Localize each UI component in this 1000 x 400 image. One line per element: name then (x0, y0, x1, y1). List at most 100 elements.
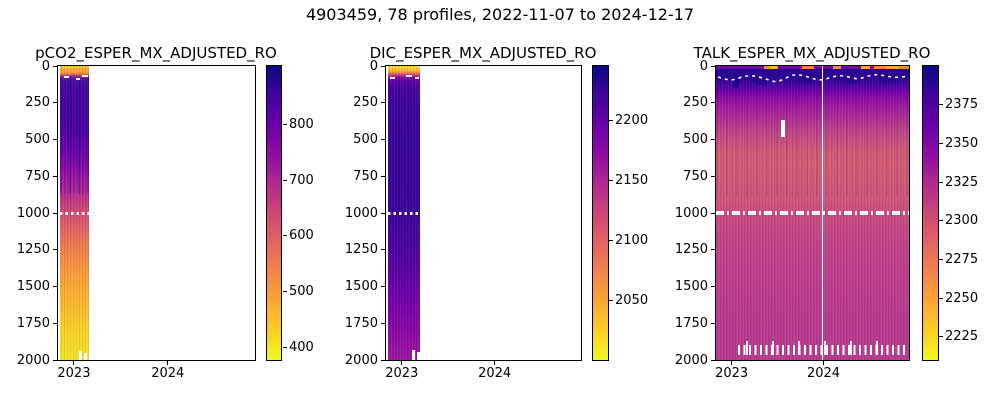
colorbar-tick (939, 181, 943, 183)
axes-title-pco2: pCO2_ESPER_MX_ADJUSTED_RO (35, 44, 277, 62)
heatmap-dic-texture (388, 78, 420, 218)
colorbar-tick-label: 2375 (945, 97, 979, 113)
colorbar-tick-label: 2300 (945, 213, 979, 229)
colorbar-tick-label: 2275 (945, 251, 979, 267)
x-tick-label: 2024 (806, 366, 841, 381)
mld-dash (415, 77, 419, 79)
y-tick (711, 175, 715, 177)
colorbar-tick (283, 346, 287, 348)
colorbar-tick (939, 142, 943, 144)
colorbar-tick-label: 2100 (615, 232, 649, 248)
colorbar-tick-label: 2150 (615, 172, 649, 188)
mld-dash (76, 78, 80, 80)
colorbar-tick (283, 291, 287, 292)
y-tick-label: 1250 (344, 242, 378, 258)
axes-dic (385, 65, 582, 361)
y-tick-label: 500 (353, 132, 378, 147)
x-tick (401, 361, 403, 365)
x-tick-label: 2023 (715, 366, 749, 381)
y-tick-label: 1250 (674, 242, 708, 258)
colorbar-tick-label: 600 (289, 228, 314, 244)
colorbar-tick (939, 297, 943, 299)
parking-depth-dashdot-line (716, 211, 909, 215)
bottom-dash (417, 352, 420, 360)
parking-depth-dotted-line (60, 211, 89, 215)
y-tick (711, 249, 715, 251)
mld-dash (390, 77, 395, 79)
colorbar-tick-label: 2200 (615, 112, 649, 128)
colorbar-tick-label: 800 (289, 116, 314, 132)
y-tick-label: 1000 (344, 205, 378, 221)
colorbar-tick-label: 2250 (945, 290, 979, 306)
y-tick-label: 2000 (674, 352, 708, 368)
heatmap-pco2-texture (60, 76, 89, 194)
heatmap-dic (388, 66, 420, 360)
y-tick (381, 322, 385, 324)
y-tick (381, 249, 385, 251)
y-tick (53, 139, 57, 140)
figure-title: 4903459, 78 profiles, 2022-11-07 to 2024… (305, 5, 695, 24)
y-tick (381, 212, 385, 214)
y-tick-label: 250 (25, 95, 50, 111)
y-tick-label: 1000 (16, 205, 50, 221)
y-tick-label: 0 (41, 58, 50, 74)
y-tick-label: 750 (353, 168, 378, 184)
y-tick-label: 1500 (674, 279, 708, 294)
y-tick-label: 2000 (344, 352, 378, 368)
colorbar-tick (939, 104, 943, 106)
colorbar-tick (609, 179, 613, 181)
bottom-dash (412, 350, 415, 360)
y-tick (381, 175, 385, 177)
x-tick (494, 361, 496, 365)
y-tick-label: 2000 (16, 352, 50, 368)
y-tick-label: 1500 (16, 279, 50, 294)
colorbar-tick (939, 258, 943, 260)
y-tick (711, 65, 715, 67)
axes-talk (715, 65, 910, 361)
colorbar-dic (592, 65, 609, 361)
colorbar-tick (939, 220, 943, 222)
x-tick (73, 361, 75, 365)
y-tick-label: 750 (683, 168, 708, 184)
y-tick (53, 286, 57, 287)
y-tick-label: 750 (25, 168, 50, 184)
colorbar-tick (283, 179, 287, 181)
y-tick (711, 212, 715, 214)
y-tick (711, 139, 715, 140)
y-tick (53, 212, 57, 214)
colorbar-tick-label: 2225 (945, 329, 979, 345)
y-tick (53, 65, 57, 67)
y-tick (53, 249, 57, 251)
colorbar-tick-label: 400 (289, 339, 314, 355)
mld-dotted-line (717, 73, 909, 83)
y-tick-label: 0 (369, 58, 378, 74)
y-tick-label: 500 (25, 132, 50, 147)
mld-dash (406, 75, 412, 77)
colorbar-tick (609, 299, 613, 301)
y-tick-label: 1750 (674, 315, 708, 331)
colorbar-tick (609, 119, 613, 121)
y-tick-label: 500 (683, 132, 708, 147)
colorbar-tick-label: 2050 (615, 292, 649, 308)
dark-blob (880, 72, 888, 84)
x-tick-label: 2023 (385, 366, 419, 381)
x-tick-label: 2024 (151, 366, 185, 381)
colorbar-tick-label: 500 (289, 284, 314, 299)
heatmap-talk-texture (716, 66, 909, 196)
y-tick (711, 359, 715, 361)
axes-pco2 (57, 65, 256, 361)
y-tick-label: 1500 (344, 279, 378, 294)
colorbar-tick (939, 336, 943, 338)
x-tick (731, 361, 733, 365)
x-tick-label: 2024 (478, 366, 512, 381)
colorbar-pco2 (266, 65, 282, 361)
y-tick-label: 250 (683, 95, 708, 111)
y-tick (53, 102, 57, 104)
year-boundary-white-line (821, 66, 823, 360)
y-tick-label: 0 (699, 58, 708, 74)
dark-blob (808, 73, 814, 85)
mld-dash (82, 75, 88, 77)
y-tick (711, 102, 715, 104)
bottom-dash (84, 353, 87, 360)
